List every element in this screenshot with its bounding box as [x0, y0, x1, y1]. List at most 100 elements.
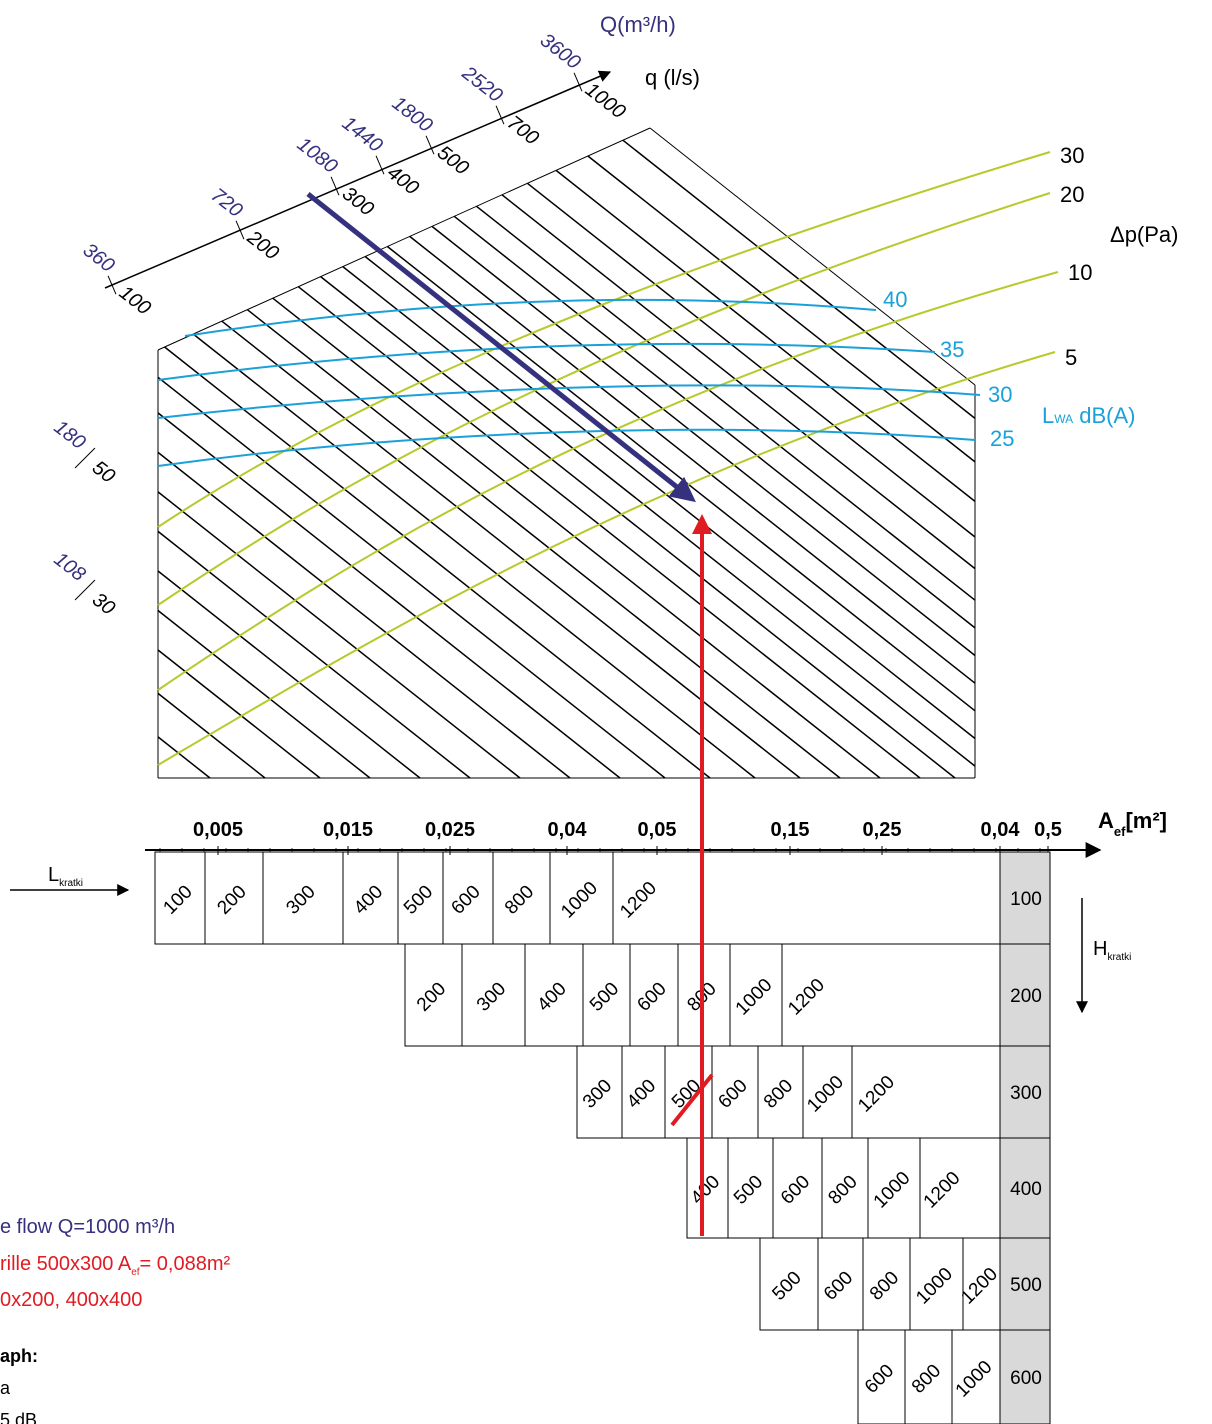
flow-tick-label-q-300: 300: [338, 183, 378, 221]
area-tick-label-3: 0,04: [548, 819, 588, 841]
velocity-line-23: [476, 205, 976, 601]
grille-length-500-800: 800: [866, 1267, 903, 1304]
velocity-line-24: [501, 194, 976, 570]
grille-height-100: 100: [1010, 889, 1042, 910]
noise-curve-25: [157, 428, 976, 467]
velocity-line-17: [342, 266, 976, 767]
grille-length-200-600: 600: [633, 978, 670, 1015]
upper-plot-frame: [157, 127, 976, 779]
grille-length-200-400: 400: [533, 978, 570, 1015]
grille-length-100-1000: 1000: [557, 878, 602, 923]
grille-length-600-600: 600: [861, 1360, 898, 1397]
flow-tick-label-q-200: 200: [242, 226, 283, 264]
frame-top-diagonal: [157, 127, 651, 351]
flow-tick-300: [330, 176, 340, 196]
grille-length-100-200: 200: [213, 881, 250, 918]
low-tick-label-q-30: 30: [88, 589, 119, 620]
frame-top-right: [649, 127, 976, 386]
note-graph-heading: aph:: [0, 1346, 38, 1366]
height-label: Hkratki: [1093, 938, 1131, 963]
flow-tick-label-Q-1800: 1800: [388, 92, 437, 137]
flow-axis: 3601007202001080300144040018005002520700…: [79, 12, 700, 319]
low-tick-50: [74, 447, 96, 469]
velocity-line-1: [157, 692, 266, 779]
grille-length-200-500: 500: [586, 978, 623, 1015]
velocity-line-8: [157, 412, 621, 779]
flow-selection-arrow: [306, 192, 696, 503]
velocity-line-20: [409, 235, 976, 684]
area-tick-label-2: 0,025: [425, 819, 475, 841]
velocity-line-10: [164, 346, 711, 779]
noise-curve-40: [184, 298, 877, 337]
flow-tick-400: [375, 155, 385, 175]
velocity-line-6: [157, 491, 521, 779]
grille-height-400: 400: [1010, 1179, 1042, 1200]
velocity-line-21: [431, 225, 976, 657]
low-tick-30: [74, 579, 96, 601]
pressure-label-30: 30: [1060, 143, 1084, 168]
low-tick-label-q-50: 50: [88, 457, 119, 488]
grille-length-400-400: 400: [687, 1171, 724, 1208]
area-tick-label-4: 0,05: [638, 819, 677, 841]
velocity-line-2: [157, 649, 321, 779]
velocity-line-16: [320, 276, 956, 779]
noise-label-30: 30: [988, 382, 1012, 407]
velocity-line-14: [272, 297, 881, 779]
flow-tick-label-q-1000: 1000: [581, 79, 630, 124]
flow-tick-label-q-500: 500: [433, 142, 473, 180]
flow-tick-label-Q-360: 360: [79, 239, 119, 277]
flow-tick-500: [425, 135, 435, 155]
grille-length-100-500: 500: [400, 881, 437, 918]
pressure-curve-10: [157, 271, 1059, 691]
grille-length-300-400: 400: [623, 1075, 660, 1112]
grille-length-label: Lkratki: [10, 864, 130, 896]
flow-tick-label-Q-3600: 3600: [536, 29, 585, 74]
flow-tick-label-Q-720: 720: [207, 184, 247, 222]
area-tick-label-8: 0,5: [1034, 819, 1062, 841]
velocity-line-5: [157, 530, 471, 779]
velocity-line-4: [157, 570, 421, 779]
pressure-curve-5: [157, 351, 1056, 766]
grille-length-100-400: 400: [350, 881, 387, 918]
noise-curve-30: [157, 384, 981, 419]
noise-labels: 40 35 30 25 LWA dB(A): [883, 287, 1136, 451]
pressure-curves: [157, 151, 1059, 766]
flow-tick-1000: [573, 72, 583, 92]
area-axis-label: Aef[m²]: [1098, 808, 1167, 839]
example-notes: e flow Q=1000 m³/h rille 500x300 Aef= 0,…: [0, 1216, 230, 1424]
pressure-axis-label: Δp(Pa): [1110, 222, 1179, 247]
grille-length-100-600: 600: [447, 881, 484, 918]
low-tick-label-Q-180: 180: [50, 416, 90, 454]
noise-curves: [157, 298, 981, 467]
velocity-line-25: [526, 182, 976, 538]
grille-length-300-300: 300: [579, 1075, 616, 1112]
flow-axis-line: [104, 70, 612, 289]
noise-axis-label: LWA dB(A): [1042, 403, 1136, 428]
length-label: Lkratki: [48, 864, 83, 889]
grille-length-300-800: 800: [760, 1075, 797, 1112]
pressure-label-20: 20: [1060, 182, 1084, 207]
velocity-line-13: [246, 309, 841, 779]
noise-label-35: 35: [940, 337, 964, 362]
velocity-line-7: [157, 451, 571, 779]
noise-label-25: 25: [990, 426, 1014, 451]
grille-length-100-300: 300: [282, 881, 319, 918]
grille-length-400-1200: 1200: [920, 1168, 965, 1213]
area-tick-label-0: 0,005: [193, 819, 243, 841]
area-tick-label-6: 0,25: [863, 819, 902, 841]
pressure-label-10: 10: [1068, 260, 1092, 285]
noise-label-40: 40: [883, 287, 907, 312]
selected-grille-marker: [670, 1073, 714, 1127]
velocity-diagonal-lines: [157, 139, 976, 779]
velocity-line-15: [297, 286, 921, 779]
grille-length-500-500: 500: [768, 1267, 805, 1304]
flow-tick-label-Q-2520: 2520: [457, 62, 506, 107]
flow-tick-200: [235, 220, 245, 240]
grille-length-300-1000: 1000: [803, 1072, 848, 1117]
grille-length-500-1200: 1200: [957, 1264, 1002, 1309]
pressure-label-5: 5: [1065, 345, 1077, 370]
area-tick-label-5: 0,15: [771, 819, 810, 841]
